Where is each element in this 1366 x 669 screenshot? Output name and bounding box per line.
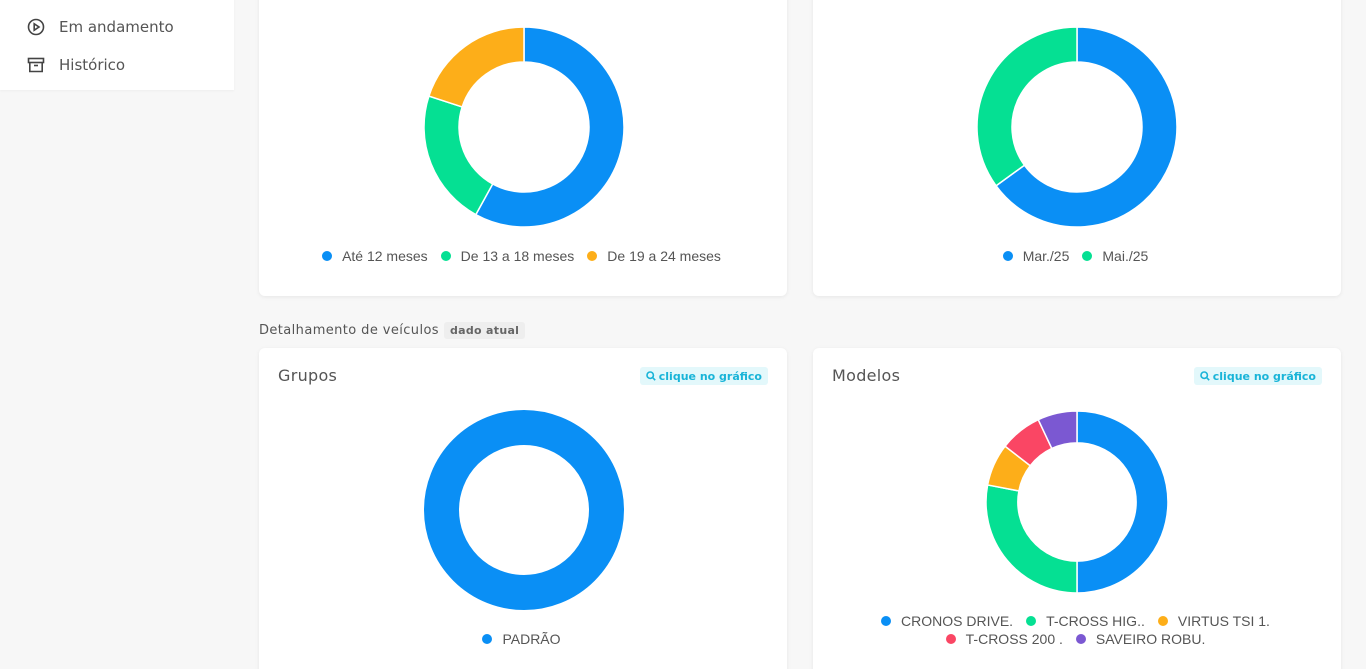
donut-slice-mai-25[interactable] xyxy=(976,26,1078,187)
donut-chart[interactable] xyxy=(423,26,625,228)
legend-marker xyxy=(1082,251,1093,261)
legend-marker xyxy=(1157,616,1168,626)
legend-row: CRONOS DRIVE. T-CROSS HIG.. VIRTUS TSI 1. xyxy=(813,612,1341,630)
legend-item[interactable]: PADRÃO xyxy=(482,630,561,648)
legend-marker xyxy=(322,251,333,261)
legend-marker xyxy=(1002,251,1013,261)
card-top-left: Até 12 meses De 13 a 18 meses De 19 a 24 m… xyxy=(259,0,787,296)
legend-marker xyxy=(1026,616,1037,626)
legend-row: Até 12 meses De 13 a 18 meses De 19 a 24 m… xyxy=(259,247,787,265)
legend-label: De 13 a 18 meses xyxy=(460,248,575,264)
legend-item[interactable]: T-CROSS HIG.. xyxy=(1026,612,1145,630)
hint-badge-label: clique no gráfico xyxy=(658,369,762,383)
hint-badge-label: clique no gráfico xyxy=(1212,369,1316,383)
chart-legend: Até 12 meses De 13 a 18 meses De 19 a 24 m… xyxy=(259,247,787,265)
legend-marker xyxy=(587,251,598,261)
donut-chart[interactable] xyxy=(423,409,625,611)
sidebar-item-em-andamento[interactable]: Em andamento xyxy=(26,17,174,37)
legend-label: Mar./25 xyxy=(1022,248,1070,264)
chart-legend: Mar./25 Mai./25 xyxy=(813,247,1341,265)
donut-slice-de-13-a-18-meses[interactable] xyxy=(423,95,494,216)
donut-slice-at-12-meses[interactable] xyxy=(474,26,625,228)
legend-label: Até 12 meses xyxy=(342,248,428,264)
legend-item[interactable]: Mar./25 xyxy=(1002,247,1070,265)
zoom-icon xyxy=(645,371,656,381)
zoom-icon xyxy=(1199,371,1210,381)
archive-icon xyxy=(26,55,46,75)
legend-item[interactable]: SAVEIRO ROBU. xyxy=(1075,630,1206,648)
legend-label: VIRTUS TSI 1. xyxy=(1177,613,1270,629)
card-title: Modelos xyxy=(832,366,901,385)
legend-item[interactable]: T-CROSS 200 . xyxy=(945,630,1063,648)
sidebar-menu: Em andamento Histórico xyxy=(0,0,234,90)
legend-item[interactable]: De 13 a 18 meses xyxy=(440,247,575,265)
legend-label: Mai./25 xyxy=(1102,248,1149,264)
card-grupos: Grupos clique no gráfico PADRÃO xyxy=(259,348,787,669)
card-modelos: Modelos clique no gráfico CRONOS DRIVE. T… xyxy=(813,348,1341,669)
section-title: Detalhamento de veículos xyxy=(259,323,439,338)
hint-badge[interactable]: clique no gráfico xyxy=(639,367,768,385)
chart-legend: CRONOS DRIVE. T-CROSS HIG.. VIRTUS TSI 1. T… xyxy=(813,612,1341,648)
legend-marker xyxy=(945,634,956,644)
legend-item[interactable]: VIRTUS TSI 1. xyxy=(1157,612,1270,630)
chart-legend: PADRÃO xyxy=(259,630,787,648)
legend-row: PADRÃO xyxy=(259,630,787,648)
play-circle-icon xyxy=(26,17,46,37)
legend-item[interactable]: CRONOS DRIVE. xyxy=(881,612,1013,630)
donut-slice-mar-25[interactable] xyxy=(995,26,1178,228)
donut-slice-t-cross-hig[interactable] xyxy=(985,484,1078,594)
section-tag-badge: dado atual xyxy=(443,322,526,339)
legend-label: T-CROSS 200 . xyxy=(965,631,1063,647)
legend-marker xyxy=(440,251,451,261)
donut-slice-saveiro-robu[interactable] xyxy=(1037,410,1078,450)
donut-slice-de-19-a-24-meses[interactable] xyxy=(427,26,525,108)
card-title: Grupos xyxy=(278,366,338,385)
legend-item[interactable]: Até 12 meses xyxy=(322,247,428,265)
sidebar-item-label: Histórico xyxy=(59,56,126,74)
legend-label: CRONOS DRIVE. xyxy=(901,613,1014,629)
legend-label: De 19 a 24 meses xyxy=(607,248,721,264)
donut-slice-padr-o[interactable] xyxy=(424,410,624,610)
legend-item[interactable]: Mai./25 xyxy=(1082,247,1148,265)
legend-label: SAVEIRO ROBU. xyxy=(1095,631,1206,647)
section-heading: Detalhamento de veículos dado atual xyxy=(259,322,526,339)
legend-marker xyxy=(1075,634,1086,644)
donut-chart[interactable] xyxy=(976,26,1178,228)
legend-marker xyxy=(881,616,892,626)
sidebar-item-label: Em andamento xyxy=(59,18,174,36)
legend-label: T-CROSS HIG.. xyxy=(1046,613,1145,629)
legend-item[interactable]: De 19 a 24 meses xyxy=(587,247,721,265)
donut-chart[interactable] xyxy=(985,410,1169,594)
legend-label: PADRÃO xyxy=(502,631,561,647)
sidebar-item-historico[interactable]: Histórico xyxy=(26,55,125,75)
card-top-right: Mar./25 Mai./25 xyxy=(813,0,1341,296)
hint-badge[interactable]: clique no gráfico xyxy=(1193,367,1322,385)
legend-marker xyxy=(482,634,493,644)
donut-slice-cronos-drive[interactable] xyxy=(1076,410,1169,594)
legend-row: Mar./25 Mai./25 xyxy=(813,247,1341,265)
legend-row: T-CROSS 200 . SAVEIRO ROBU. xyxy=(813,630,1341,648)
